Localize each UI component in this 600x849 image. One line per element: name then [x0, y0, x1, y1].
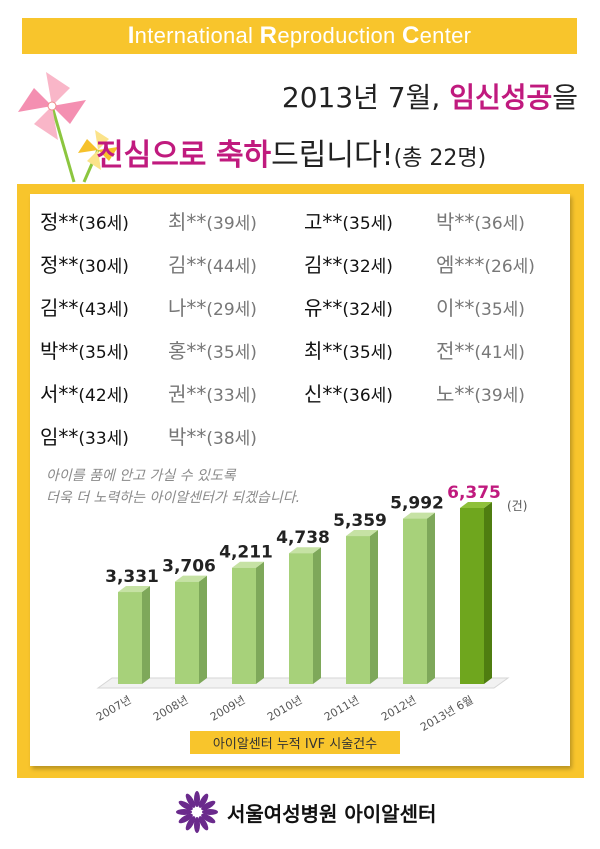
flower-logo-icon [176, 791, 218, 833]
patient-name: 엠*** [436, 253, 485, 277]
patient-entry: 김**(32세) [304, 249, 393, 278]
patient-age: (39세) [206, 214, 257, 234]
banner-word-1: nternational [134, 23, 260, 48]
chart-unit: (건) [507, 499, 528, 513]
headline-space [206, 138, 216, 173]
patient-name: 박** [40, 339, 79, 363]
banner-cap-1: I [127, 22, 135, 49]
patient-name: 유** [304, 296, 343, 320]
patient-age: (33세) [78, 429, 129, 449]
patient-name: 정** [40, 210, 79, 234]
patient-entry: 신**(36세) [304, 378, 393, 407]
patient-name: 최** [304, 339, 343, 363]
patient-name: 최** [168, 210, 207, 234]
patient-age: (36세) [474, 214, 525, 234]
patient-entry: 정**(30세) [40, 249, 129, 278]
patient-name: 이** [436, 296, 475, 320]
patient-name: 김** [40, 296, 79, 320]
message-line-2: 더욱 더 노력하는 아이알센터가 되겠습니다. [46, 490, 301, 506]
patient-name: 박** [168, 425, 207, 449]
headline-congrats-suffix: 드립니다! [271, 138, 394, 173]
patient-entry: 최**(35세) [304, 335, 393, 364]
patient-entry: 김**(43세) [40, 292, 129, 321]
hospital-name: 서울여성병원 아이알센터 [227, 801, 437, 826]
patient-entry: 박**(35세) [40, 335, 129, 364]
patient-entry: 최**(39세) [168, 206, 257, 235]
patient-name: 권** [168, 382, 207, 406]
patient-name: 노** [436, 382, 475, 406]
patient-name: 박** [436, 210, 475, 234]
patient-age: (42세) [78, 386, 129, 406]
patient-entry: 이**(35세) [436, 292, 525, 321]
message: 아이를 품에 안고 가실 수 있도록 더욱 더 노력하는 아이알센터가 되겠습니… [46, 465, 300, 509]
headline-line-2: 진심으로 축하드립니다!(총 22명) [96, 130, 486, 174]
headline-line-1: 2013년 7월, 임신성공을 [0, 76, 578, 116]
patient-age: (38세) [206, 429, 257, 449]
footer-logo: 서울여성병원 아이알센터 [175, 790, 436, 834]
patient-entry: 전**(41세) [436, 335, 525, 364]
patient-age: (41세) [474, 343, 525, 363]
patient-age: (39세) [474, 386, 525, 406]
message-line-1: 아이를 품에 안고 가실 수 있도록 [46, 468, 236, 484]
headline-highlight-success: 임신성공 [449, 81, 553, 114]
chart-caption: 아이알센터 누적 IVF 시술건수 [190, 731, 400, 754]
patient-age: (43세) [78, 300, 129, 320]
patient-name: 신** [304, 382, 343, 406]
headline-total-count: (총 22명) [393, 146, 487, 171]
patient-entry: 노**(39세) [436, 378, 525, 407]
patient-age: (35세) [342, 214, 393, 234]
patient-entry: 박**(36세) [436, 206, 525, 235]
banner-word-2: eproduction [277, 23, 402, 48]
patient-age: (35세) [474, 300, 525, 320]
patient-name: 김** [168, 253, 207, 277]
patient-age: (26세) [484, 257, 535, 277]
patient-entry: 서**(42세) [40, 378, 129, 407]
patient-age: (32세) [342, 300, 393, 320]
patient-entry: 유**(32세) [304, 292, 393, 321]
patient-name: 전** [436, 339, 475, 363]
pinwheel-icon [18, 72, 118, 183]
patient-entry: 엠***(26세) [436, 249, 535, 278]
patient-age: (29세) [206, 300, 257, 320]
patient-name: 나** [168, 296, 207, 320]
patient-age: (35세) [206, 343, 257, 363]
banner-cap-2: R [259, 22, 278, 49]
patient-age: (33세) [206, 386, 257, 406]
patient-name: 고** [304, 210, 343, 234]
patient-entry: 고**(35세) [304, 206, 393, 235]
patient-age: (35세) [342, 343, 393, 363]
patient-name: 정** [40, 253, 79, 277]
headline-highlight-congrats: 축하 [215, 138, 272, 173]
patient-entry: 김**(44세) [168, 249, 257, 278]
patient-age: (30세) [78, 257, 129, 277]
patient-entry: 박**(38세) [168, 421, 257, 450]
patient-entry: 임**(33세) [40, 421, 129, 450]
patient-age: (44세) [206, 257, 257, 277]
patient-entry: 권**(33세) [168, 378, 257, 407]
patient-name: 김** [304, 253, 343, 277]
patient-entry: 나**(29세) [168, 292, 257, 321]
patient-entry: 홍**(35세) [168, 335, 257, 364]
patient-age: (32세) [342, 257, 393, 277]
headline-date: 2013년 7월, [281, 81, 450, 114]
headline-suffix: 을 [552, 81, 578, 114]
patient-age: (36세) [78, 214, 129, 234]
patient-name: 홍** [168, 339, 207, 363]
headline-highlight-sincerely: 진심으로 [96, 138, 207, 173]
banner-cap-3: C [402, 22, 420, 49]
patient-age: (36세) [342, 386, 393, 406]
banner-word-3: enter [419, 23, 472, 48]
patient-age: (35세) [78, 343, 129, 363]
patient-entry: 정**(36세) [40, 206, 129, 235]
patient-name: 임** [40, 425, 79, 449]
patient-name: 서** [40, 382, 79, 406]
